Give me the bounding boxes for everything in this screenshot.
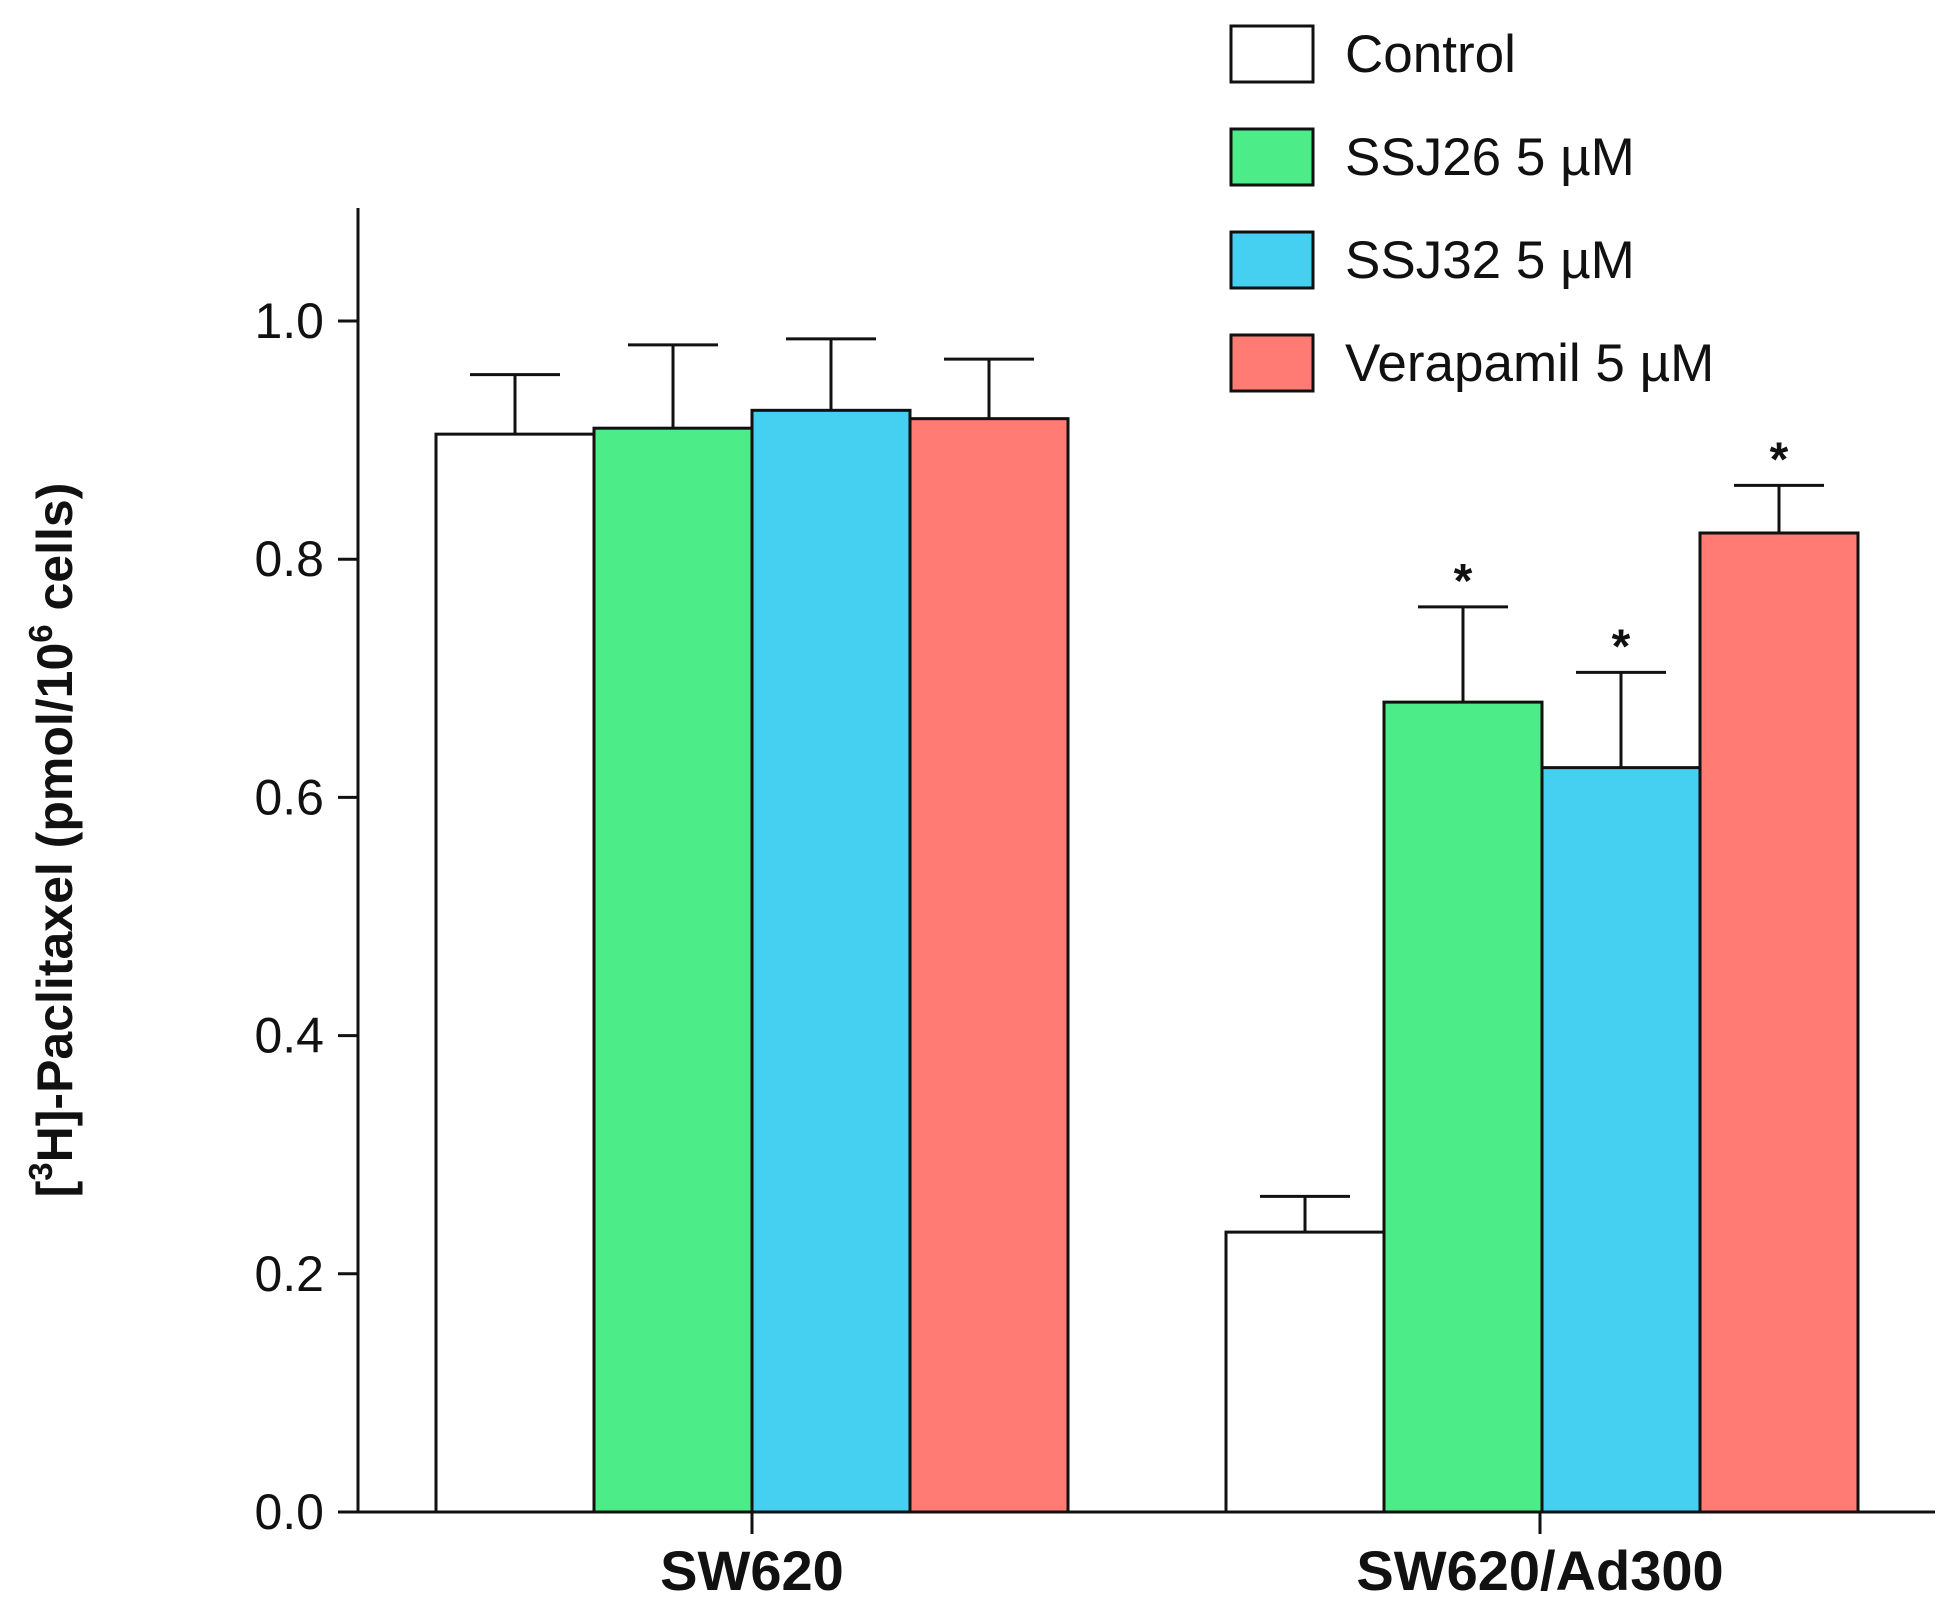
significance-star: * (1770, 433, 1789, 486)
y-tick-label: 0.2 (254, 1246, 324, 1302)
y-tick-label: 0.8 (254, 531, 324, 587)
bar (592, 426, 754, 1514)
legend-swatch (1229, 333, 1315, 393)
legend-swatch (1229, 24, 1315, 84)
bar (1540, 766, 1702, 1514)
y-axis-label: [3H]-Paclitaxel (pmol/106 cells) (22, 483, 83, 1198)
bar (1224, 1230, 1386, 1514)
bar (750, 408, 912, 1514)
legend-swatch (1229, 127, 1315, 187)
significance-star: * (1454, 555, 1473, 608)
legend-label: SSJ32 5 µM (1345, 231, 1635, 290)
bar (1382, 700, 1544, 1514)
legend-label: SSJ26 5 µM (1345, 128, 1635, 187)
bar (434, 432, 596, 1514)
category-label: SW620/Ad300 (1356, 1539, 1723, 1602)
legend-label: Control (1345, 25, 1516, 84)
plot-area: 0.0 0.2 0.4 0.6 0.8 1.0 SW620 SW620/Ad300 * * * (254, 208, 1935, 1602)
legend-swatch (1229, 230, 1315, 290)
y-tick-label: 0.6 (254, 769, 324, 825)
legend-label: Verapamil 5 µM (1345, 334, 1714, 393)
bar (1698, 531, 1860, 1514)
y-tick-label: 1.0 (254, 293, 324, 349)
y-axis-label-middle: H]-Paclitaxel (pmol/10 (27, 643, 83, 1163)
y-axis-label-suffix: cells) (27, 483, 83, 625)
y-tick-label: 0.4 (254, 1008, 324, 1064)
significance-star: * (1612, 620, 1631, 673)
y-axis-label-sup2: 6 (22, 624, 59, 642)
legend: Control SSJ26 5 µM SSJ32 5 µM Verapamil 5 µ… (1229, 24, 1714, 393)
bar (908, 417, 1070, 1514)
category-label: SW620 (660, 1539, 844, 1602)
y-tick-label: 0.0 (254, 1484, 324, 1540)
y-axis-label-text: [3H]-Paclitaxel (pmol/106 cells) (22, 483, 83, 1198)
y-axis-label-prefix: [ (27, 1180, 83, 1197)
y-axis-label-sup1: 3 (22, 1162, 59, 1180)
